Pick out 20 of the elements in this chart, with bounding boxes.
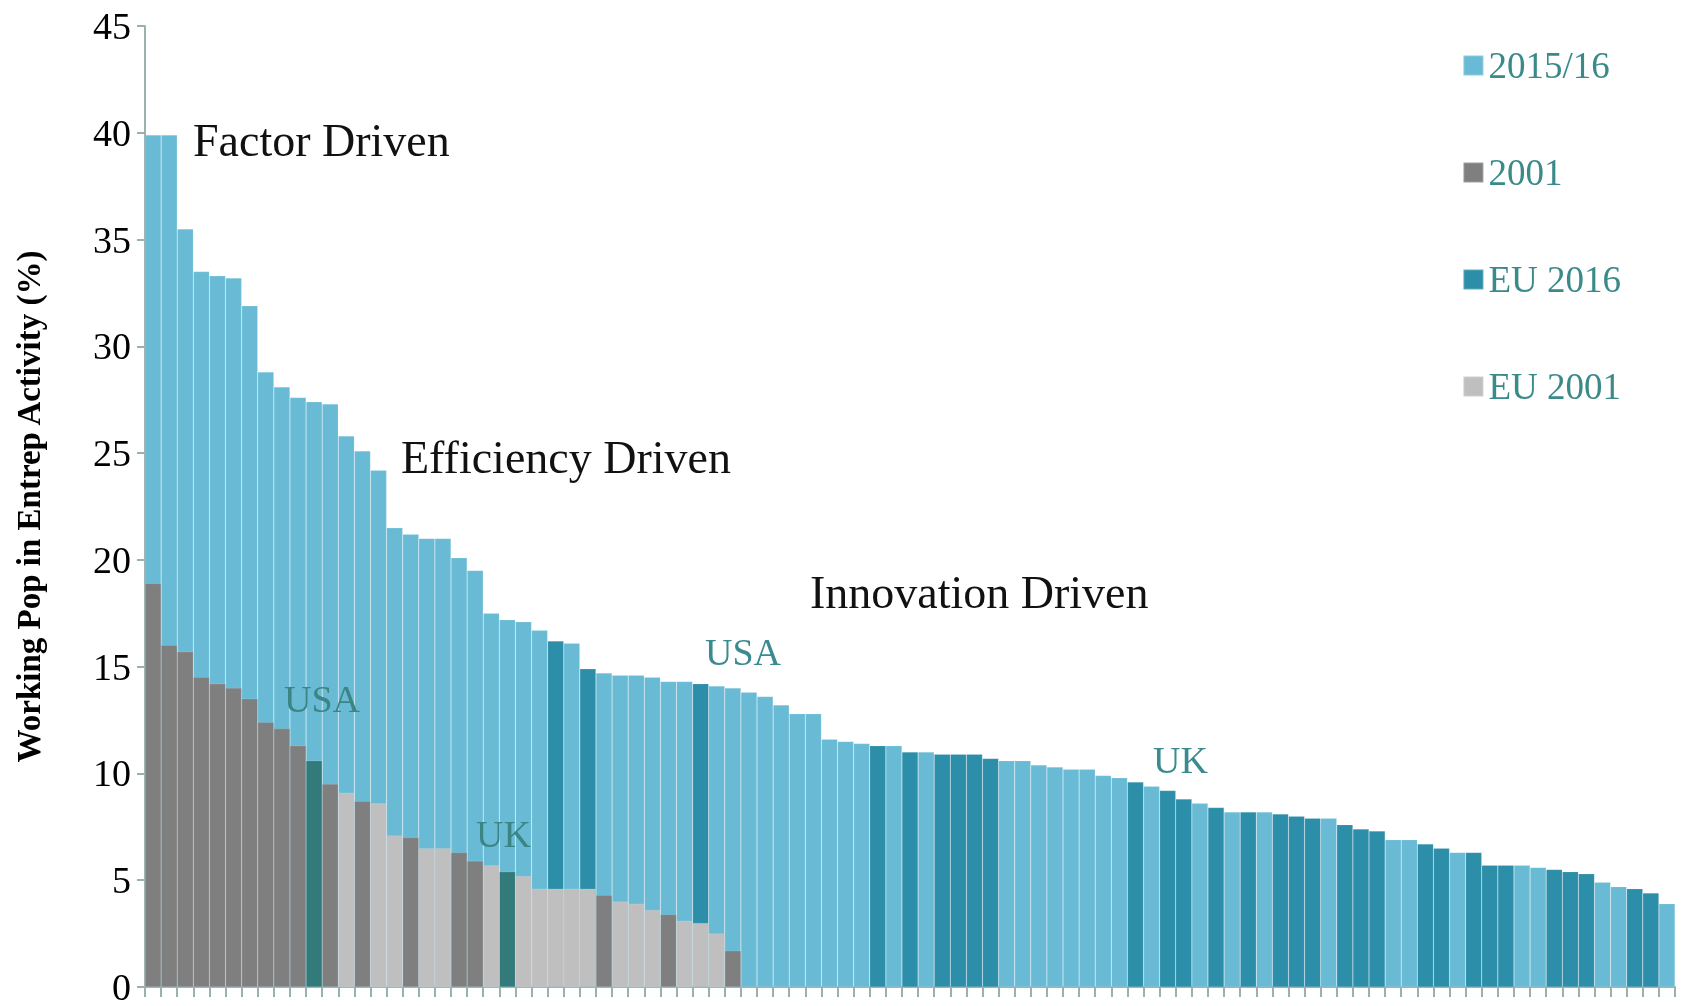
legend-label: 2001 (1488, 152, 1563, 193)
legend-label: 2015/16 (1488, 45, 1610, 86)
y-tick-label: 10 (93, 752, 131, 795)
legend-label: EU 2016 (1488, 259, 1622, 300)
annotation: Factor Driven (193, 114, 450, 166)
y-tick-label: 15 (93, 645, 131, 688)
annotation: Innovation Driven (810, 566, 1149, 618)
legend-label: EU 2001 (1488, 366, 1622, 407)
y-tick-label: 35 (93, 218, 131, 261)
annotation: USA (705, 631, 782, 674)
y-tick-label: 30 (93, 325, 131, 368)
y-tick-label: 45 (93, 5, 131, 47)
annotation: UK (1153, 739, 1209, 782)
y-axis-title: Working Pop in Entrep Activity (%) (10, 250, 48, 763)
y-tick-label: 25 (93, 432, 131, 475)
y-tick-label: 20 (93, 538, 131, 581)
annotation: Efficiency Driven (401, 431, 731, 483)
y-tick-label: 0 (112, 966, 131, 1006)
y-tick-label: 40 (93, 111, 131, 154)
y-tick-label: 5 (112, 859, 131, 902)
